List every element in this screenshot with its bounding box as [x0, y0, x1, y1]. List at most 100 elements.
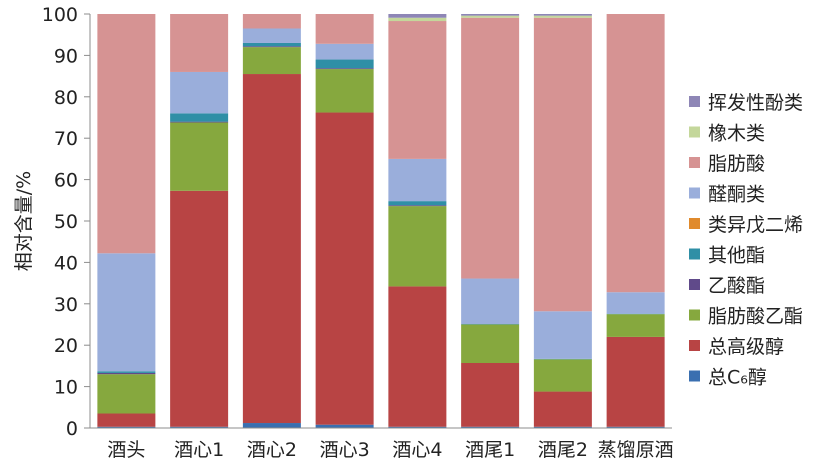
bar-segment — [242, 14, 301, 29]
legend-swatch — [689, 370, 700, 382]
bar-segment — [388, 426, 447, 428]
bar-segment — [315, 69, 374, 113]
bar-segment — [388, 201, 447, 206]
bar-segment — [606, 336, 665, 427]
bar-segment — [97, 426, 156, 428]
bar-segment — [388, 21, 447, 159]
y-tick-label: 30 — [54, 294, 78, 316]
bar-stack — [461, 14, 520, 428]
legend-label: 挥发性酚类 — [708, 92, 803, 114]
bar-segment — [388, 14, 447, 18]
x-axis-labels: 酒头 酒心1 酒心2 酒心3 酒心4 酒尾1 酒尾2 蒸馏原酒 — [107, 439, 673, 461]
y-tick-label: 90 — [54, 45, 78, 67]
bar-segment — [461, 426, 520, 428]
legend-item: 类异戊二烯 — [689, 214, 803, 236]
bar-stack — [533, 14, 592, 428]
y-tick-label: 50 — [54, 211, 78, 233]
bar-stack — [388, 14, 447, 428]
bar-segment — [242, 42, 301, 47]
y-axis-title: 相对含量/% — [13, 171, 35, 271]
legend-item: 橡木类 — [689, 123, 765, 145]
bar-segment — [97, 413, 156, 427]
legend-label: 脂肪酸 — [708, 153, 765, 175]
legend-label: 其他酯 — [708, 245, 765, 267]
x-category-label: 酒心4 — [392, 439, 442, 461]
legend-label: 乙酸酯 — [708, 275, 765, 297]
legend-label: 醛酮类 — [708, 184, 765, 206]
bar-segment — [242, 74, 301, 424]
bar-segment — [170, 426, 229, 428]
legend-swatch — [689, 279, 700, 290]
bar-segment — [388, 205, 447, 207]
bar-segment — [315, 14, 374, 44]
y-tick-label: 60 — [54, 170, 78, 192]
bar-stack — [606, 14, 665, 428]
bar-segment — [533, 359, 592, 392]
bar-segment — [388, 206, 447, 287]
y-tick-label: 20 — [54, 335, 78, 357]
bar-segment — [461, 278, 520, 325]
legend-swatch — [689, 309, 700, 321]
bar-segment — [461, 14, 520, 16]
y-tick-label: 40 — [54, 252, 78, 274]
x-category-label: 蒸馏原酒 — [598, 439, 674, 461]
bar-segment — [170, 122, 229, 191]
legend-label: 总高级醇 — [708, 336, 784, 358]
y-tick-label: 80 — [54, 87, 78, 109]
legend-item: 挥发性酚类 — [689, 92, 803, 114]
x-category-label: 酒心2 — [247, 439, 297, 461]
bar-segment — [388, 17, 447, 22]
bar-segment — [97, 14, 156, 254]
bar-segment — [315, 424, 374, 428]
x-category-label: 酒尾1 — [465, 439, 515, 461]
bar-segment — [533, 391, 592, 427]
bar-segment — [533, 311, 592, 359]
bar-segment — [242, 46, 301, 48]
legend-item: 醛酮类 — [689, 184, 765, 206]
bar-segment — [461, 324, 520, 364]
bar-segment — [461, 17, 520, 279]
legend-item: 乙酸酯 — [689, 275, 765, 297]
bar-stack — [97, 14, 156, 428]
x-category-label: 酒心1 — [174, 439, 224, 461]
legend-swatch — [689, 157, 700, 168]
bar-segment — [315, 43, 374, 60]
legend-label: 类异戊二烯 — [708, 214, 803, 236]
bar-segment — [533, 426, 592, 428]
bar-segment — [315, 68, 374, 70]
legend-swatch — [689, 340, 700, 351]
legend-item: 脂肪酸 — [689, 153, 765, 175]
bar-segment — [242, 423, 301, 428]
bar-segment — [388, 286, 447, 427]
bar-segment — [170, 121, 229, 123]
legend-swatch — [689, 126, 700, 138]
bar-segment — [533, 17, 592, 312]
legend-label: 橡木类 — [708, 123, 765, 145]
bar-segment — [170, 190, 229, 427]
bar-segment — [533, 14, 592, 16]
x-category-label: 酒尾2 — [538, 439, 588, 461]
legend-label: 脂肪酸乙酯 — [708, 306, 803, 328]
bar-segment — [315, 112, 374, 425]
bar-segment — [606, 14, 665, 293]
bar-segment — [170, 113, 229, 122]
bar-segment — [97, 371, 156, 373]
bar-stack — [242, 14, 301, 428]
bar-stack — [315, 14, 374, 428]
bar-segment — [606, 314, 665, 337]
legend-swatch — [689, 248, 700, 260]
legend-swatch — [689, 187, 700, 199]
legend-item: 总高级醇 — [689, 336, 784, 358]
legend-item: 总C₆醇 — [689, 367, 767, 389]
bar-segment — [170, 14, 229, 72]
y-tick-label: 0 — [66, 418, 78, 440]
legend-item: 脂肪酸乙酯 — [689, 306, 803, 328]
y-axis-ticks: 0 10 20 30 40 50 60 70 80 90 100 — [42, 4, 90, 440]
y-tick-label: 100 — [42, 4, 78, 26]
y-tick-label: 70 — [54, 128, 78, 150]
bar-segment — [606, 426, 665, 428]
bar-segment — [242, 47, 301, 75]
bar-segment — [170, 71, 229, 114]
